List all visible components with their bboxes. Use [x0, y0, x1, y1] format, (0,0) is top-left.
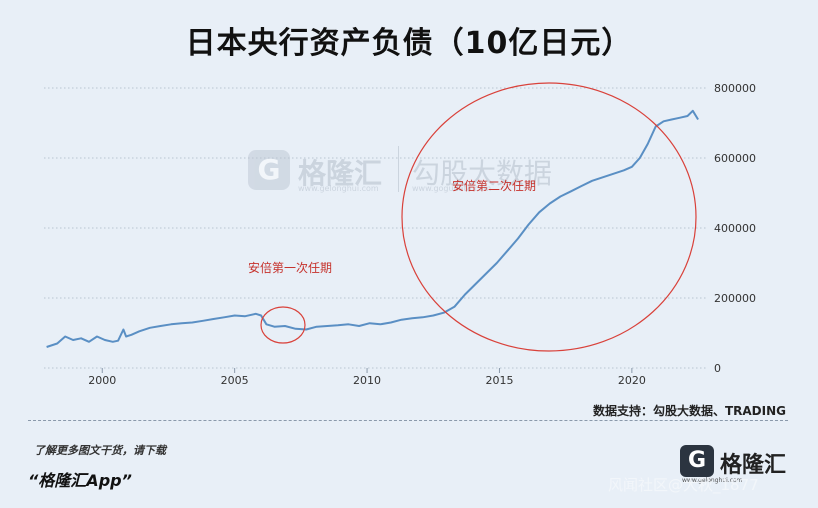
y-tick-label: 600000 — [714, 152, 756, 165]
logo-url: www.gelonghui.com — [682, 477, 743, 484]
line-chart: 0 200000 400000 600000 800000 2000 2005 2010 201… — [44, 82, 756, 387]
watermark-separator — [398, 146, 399, 192]
y-tick-label: 800000 — [714, 82, 756, 95]
logo-name: 格隆汇 — [720, 453, 787, 478]
annotation-second-term: 安倍第二次任期 — [452, 178, 536, 193]
corner-watermark: 风闻社区@大秋_1877 — [608, 476, 759, 494]
highlight-circle-first-term — [260, 306, 306, 344]
chart-title: 日本央行资产负债（10亿日元） — [185, 26, 633, 61]
y-tick-label: 200000 — [714, 292, 756, 305]
y-tick-label: 400000 — [714, 222, 756, 235]
promo-line-2: “格隆汇App” — [28, 471, 132, 490]
annotation-first-term: 安倍第一次任期 — [248, 260, 332, 275]
watermark-partner: 勾股大数据 — [412, 157, 553, 190]
series-line — [46, 109, 699, 348]
watermark-name: 格隆汇 — [298, 157, 383, 190]
source-note: 数据支持：勾股大数据、TRADING — [592, 404, 786, 418]
watermark-url2: www.gogudata.com — [412, 184, 492, 193]
x-tick-label: 2010 — [353, 374, 381, 387]
watermark-logo-icon: G — [248, 150, 290, 190]
x-tick-label: 2015 — [485, 374, 513, 387]
divider — [28, 420, 788, 421]
watermark-url: www.gelonghui.com — [298, 184, 379, 193]
brand-logo: G 格隆汇 www.gelonghui.com — [680, 443, 790, 484]
highlight-circle-second-term — [401, 82, 697, 352]
y-tick-label: 0 — [714, 362, 721, 375]
x-tick-label: 2000 — [88, 374, 116, 387]
logo-icon: G — [680, 445, 714, 477]
x-tick-label: 2020 — [618, 374, 646, 387]
x-tick-label: 2005 — [221, 374, 249, 387]
promo-line-1: 了解更多图文干货，请下载 — [34, 444, 166, 457]
